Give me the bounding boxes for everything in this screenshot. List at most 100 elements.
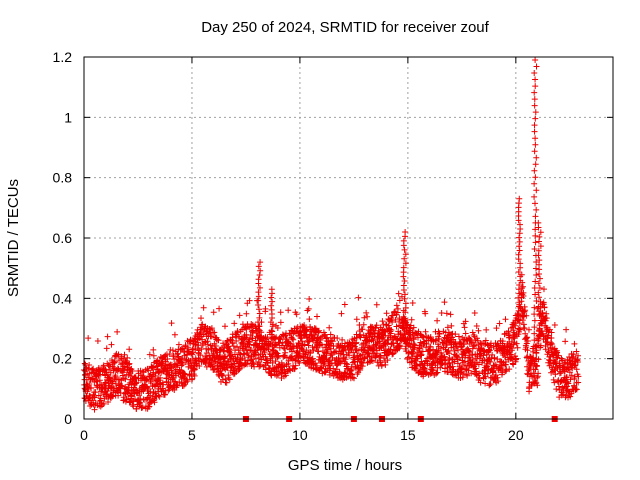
peak-point bbox=[533, 206, 540, 213]
data-point bbox=[389, 312, 396, 319]
peak-point bbox=[255, 344, 262, 351]
data-point bbox=[204, 341, 211, 348]
data-point bbox=[108, 341, 115, 348]
data-point bbox=[152, 373, 159, 380]
data-point bbox=[447, 311, 454, 318]
data-point bbox=[210, 366, 217, 373]
data-point bbox=[272, 358, 279, 365]
data-point bbox=[277, 319, 284, 326]
peak-point bbox=[532, 83, 539, 90]
data-point bbox=[112, 358, 119, 365]
data-point bbox=[124, 354, 131, 361]
data-point bbox=[422, 328, 429, 335]
data-point bbox=[120, 356, 127, 363]
data-point bbox=[443, 342, 450, 349]
data-point bbox=[461, 349, 468, 356]
data-point bbox=[573, 386, 580, 393]
data-point bbox=[165, 387, 172, 394]
x-tick-label: 20 bbox=[508, 427, 524, 443]
data-point bbox=[543, 315, 550, 322]
data-point bbox=[225, 374, 232, 381]
data-point bbox=[573, 366, 580, 373]
data-point bbox=[376, 330, 383, 337]
data-point bbox=[520, 289, 527, 296]
data-point bbox=[562, 374, 569, 381]
data-point bbox=[288, 327, 295, 334]
data-point bbox=[226, 376, 233, 383]
data-point bbox=[295, 339, 302, 346]
data-point bbox=[471, 310, 478, 317]
data-point bbox=[361, 354, 368, 361]
data-point bbox=[487, 358, 494, 365]
data-point bbox=[494, 356, 501, 363]
data-point bbox=[513, 355, 520, 362]
data-point bbox=[341, 301, 348, 308]
data-point bbox=[372, 354, 379, 361]
data-point bbox=[262, 366, 269, 373]
data-point bbox=[443, 310, 450, 317]
peak-point bbox=[532, 278, 539, 285]
peak-point bbox=[533, 363, 540, 370]
peak-point bbox=[532, 76, 539, 83]
data-point bbox=[224, 364, 231, 371]
data-point bbox=[572, 387, 579, 394]
data-point bbox=[262, 305, 269, 312]
peak-point bbox=[531, 311, 538, 318]
data-point bbox=[487, 381, 494, 388]
data-point bbox=[493, 325, 500, 332]
data-point bbox=[571, 340, 578, 347]
data-point bbox=[516, 326, 523, 333]
data-point bbox=[372, 329, 379, 336]
data-point bbox=[469, 329, 476, 336]
data-point bbox=[396, 297, 403, 304]
x-tick-label: 10 bbox=[292, 427, 308, 443]
x-axis-label: GPS time / hours bbox=[288, 457, 402, 474]
data-point bbox=[189, 349, 196, 356]
data-point bbox=[394, 305, 401, 312]
data-point bbox=[112, 373, 119, 380]
data-point bbox=[354, 347, 361, 354]
data-point bbox=[540, 301, 547, 308]
data-point bbox=[348, 371, 355, 378]
data-point bbox=[324, 346, 331, 353]
peak-point bbox=[531, 193, 538, 200]
data-point bbox=[421, 365, 428, 372]
data-point bbox=[252, 355, 259, 362]
data-point bbox=[389, 319, 396, 326]
peak-point bbox=[532, 239, 539, 246]
data-point bbox=[565, 380, 572, 387]
data-point bbox=[477, 346, 484, 353]
peak-point bbox=[268, 294, 275, 301]
data-point bbox=[351, 343, 358, 350]
data-point bbox=[191, 366, 198, 373]
data-point bbox=[136, 400, 143, 407]
peak-point bbox=[531, 122, 538, 129]
data-point bbox=[187, 336, 194, 343]
data-point bbox=[334, 361, 341, 368]
peak-point bbox=[531, 245, 538, 252]
data-point bbox=[85, 386, 92, 393]
data-point bbox=[418, 351, 425, 358]
data-point bbox=[574, 359, 581, 366]
data-point bbox=[405, 354, 412, 361]
data-point bbox=[477, 379, 484, 386]
data-point bbox=[264, 356, 271, 363]
data-point bbox=[315, 327, 322, 334]
peak-point bbox=[255, 276, 262, 283]
data-point bbox=[433, 337, 440, 344]
data-point bbox=[552, 358, 559, 365]
data-point bbox=[342, 356, 349, 363]
peak-point bbox=[535, 336, 542, 343]
data-point bbox=[203, 363, 210, 370]
tick-labels: 0 0.2 0.4 0.6 0.8 1 1.2 0 5 10 15 20 bbox=[53, 49, 524, 443]
data-point bbox=[183, 376, 190, 383]
data-point bbox=[230, 343, 237, 350]
peak-point bbox=[532, 161, 539, 168]
data-point bbox=[462, 318, 469, 325]
data-point bbox=[455, 333, 462, 340]
data-point bbox=[219, 376, 226, 383]
data-point bbox=[475, 327, 482, 334]
data-point bbox=[169, 347, 176, 354]
data-point bbox=[101, 365, 108, 372]
